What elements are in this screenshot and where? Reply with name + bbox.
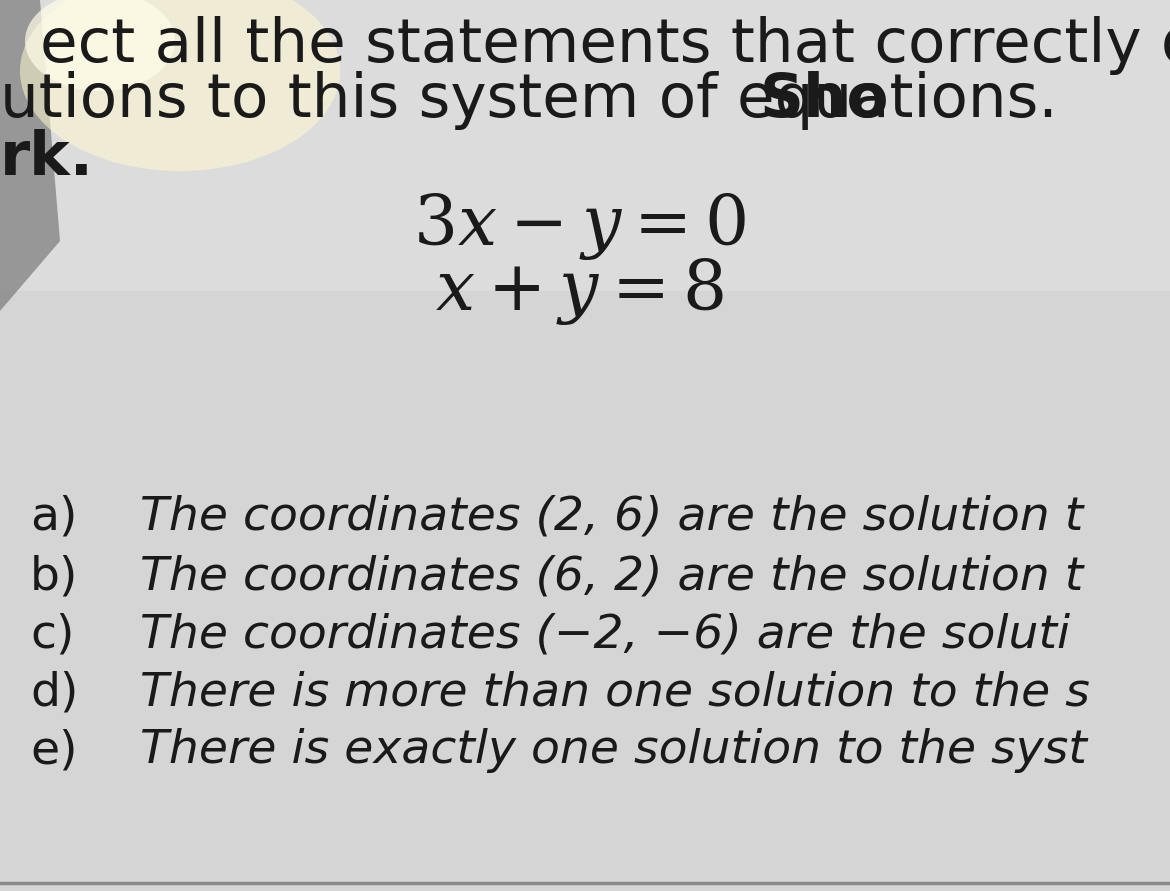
Text: e): e)	[30, 728, 77, 773]
Text: The coordinates (−2, −6) are the soluti: The coordinates (−2, −6) are the soluti	[140, 613, 1071, 658]
Ellipse shape	[20, 0, 340, 171]
Polygon shape	[0, 0, 60, 311]
Text: $3x - y = 0$: $3x - y = 0$	[413, 191, 746, 262]
Text: $x + y = 8$: $x + y = 8$	[435, 256, 724, 327]
Text: There is exactly one solution to the syst: There is exactly one solution to the sys…	[140, 728, 1087, 773]
Bar	[0, 0, 1170, 291]
Text: d): d)	[30, 670, 78, 715]
Text: utions to this system of equations.: utions to this system of equations.	[0, 71, 1078, 130]
Text: ect all the statements that correctly des: ect all the statements that correctly de…	[40, 16, 1170, 75]
Text: c): c)	[30, 613, 75, 658]
Text: The coordinates (2, 6) are the solution t: The coordinates (2, 6) are the solution …	[140, 495, 1083, 540]
Text: The coordinates (6, 2) are the solution t: The coordinates (6, 2) are the solution …	[140, 555, 1083, 600]
Ellipse shape	[25, 0, 176, 91]
Text: a): a)	[30, 495, 77, 540]
Text: Sho: Sho	[760, 71, 889, 130]
Text: b): b)	[30, 555, 78, 600]
Text: rk.: rk.	[0, 129, 94, 188]
Text: There is more than one solution to the s: There is more than one solution to the s	[140, 670, 1090, 715]
